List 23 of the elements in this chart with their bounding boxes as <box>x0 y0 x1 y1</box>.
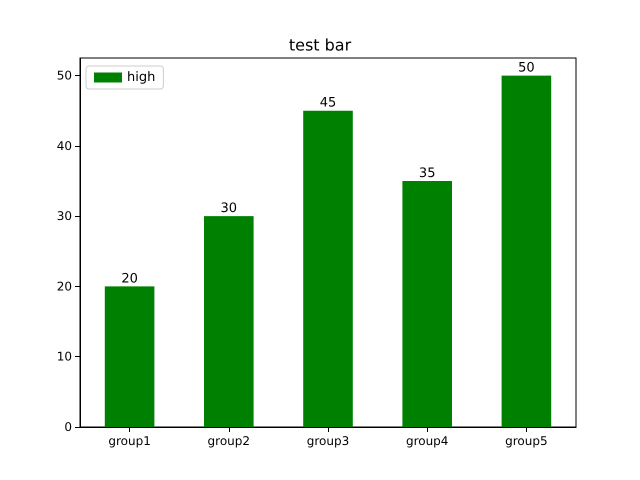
legend-label: high <box>127 70 156 85</box>
data-label: 20 <box>121 271 138 286</box>
data-label: 30 <box>220 201 238 216</box>
data-label: 35 <box>418 166 436 181</box>
bar <box>502 76 552 427</box>
x-tick-label: group3 <box>306 434 350 448</box>
y-tick-label: 0 <box>64 420 72 434</box>
bar <box>402 181 452 427</box>
bar <box>303 110 353 427</box>
x-tick-label: group2 <box>208 434 250 448</box>
data-label: 45 <box>320 96 336 111</box>
y-tick-label: 50 <box>56 68 72 83</box>
x-tick-label: group5 <box>505 434 548 448</box>
y-tick-label: 10 <box>56 350 72 364</box>
x-tick-label: group1 <box>108 434 151 448</box>
y-tick-label: 20 <box>56 279 72 294</box>
y-tick-label: 40 <box>56 138 72 153</box>
bar <box>104 286 154 427</box>
x-tick-label: group4 <box>406 434 448 448</box>
bar <box>204 216 254 427</box>
chart-title: test bar <box>288 36 352 54</box>
data-label: 50 <box>518 60 535 76</box>
y-tick-label: 30 <box>56 209 72 224</box>
